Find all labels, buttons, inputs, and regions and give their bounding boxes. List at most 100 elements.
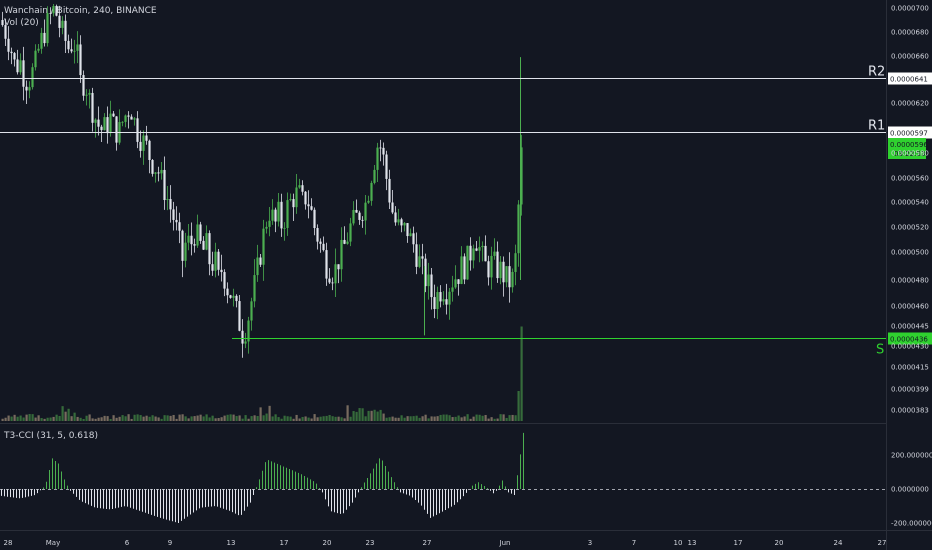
volume-bar — [373, 409, 376, 421]
candle-body — [316, 228, 319, 242]
volume-series — [1, 326, 523, 421]
volume-bar — [481, 415, 484, 421]
candle-body — [190, 235, 193, 245]
volume-bar — [364, 416, 367, 421]
volume-bar — [49, 417, 52, 421]
volume-bar — [133, 414, 136, 421]
volume-bar — [154, 416, 157, 421]
volume-bar — [232, 414, 235, 421]
time-axis[interactable]: 28 May 6 9 13 17 20 23 27 Jun 3 7 10 13 17 20 24 27 — [4, 539, 887, 547]
price-axis[interactable]: 0.0000700 0.0000680 0.0000660 0.0000620 0.00… — [891, 5, 929, 415]
candle-body — [361, 219, 364, 221]
volume-bar — [115, 417, 118, 421]
cci-axis[interactable]: 200.0000000 0.0000000 -200.0000000 — [891, 452, 932, 528]
volume-bar — [511, 414, 514, 421]
volume-bar — [280, 418, 283, 421]
time-tick-label: 20 — [323, 539, 332, 547]
candle-body — [475, 248, 478, 251]
time-tick-label: Jun — [499, 539, 511, 547]
volume-bar — [277, 417, 280, 421]
candle-body — [52, 5, 55, 14]
candle-body — [199, 224, 202, 241]
volume-bar — [388, 417, 391, 421]
volume-bar — [34, 417, 37, 421]
candle-body — [238, 301, 241, 331]
candle-body — [97, 119, 100, 127]
volume-bar — [346, 405, 349, 421]
volume-bar — [22, 417, 25, 421]
volume-bar — [412, 416, 415, 421]
level-price-text: 0.0000597 — [890, 130, 928, 138]
price-tick-label: 0.0000520 — [891, 224, 929, 232]
candle-body — [421, 256, 424, 259]
candle-body — [250, 301, 253, 321]
volume-bar — [199, 414, 202, 421]
level-label-s: S — [876, 343, 884, 358]
candle-body — [121, 121, 124, 123]
volume-bar — [253, 415, 256, 421]
candle-body — [349, 223, 352, 242]
volume-bar — [451, 417, 454, 421]
volume-bar — [91, 418, 94, 421]
candle-body — [406, 223, 409, 237]
volume-bar — [208, 417, 211, 421]
volume-bar — [463, 416, 466, 421]
volume-bar — [46, 417, 49, 421]
volume-bar — [394, 417, 397, 421]
candle-body — [256, 257, 259, 276]
candle-body — [4, 25, 7, 39]
volume-bar — [445, 414, 448, 421]
candle-body — [181, 230, 184, 261]
volume-bar — [10, 416, 13, 421]
candle-body — [73, 50, 76, 52]
candle-body — [448, 291, 451, 305]
candle-body — [31, 67, 34, 88]
candle-body — [415, 244, 418, 267]
candle-body — [235, 295, 238, 302]
candle-body — [13, 53, 16, 60]
candle-body — [346, 241, 349, 244]
candle-body — [232, 295, 235, 298]
last-price-tag — [888, 138, 926, 159]
volume-bar — [520, 326, 523, 421]
volume-bar — [478, 414, 481, 421]
time-tick-label: 17 — [734, 539, 743, 547]
volume-bar — [52, 416, 55, 421]
volume-bar — [433, 416, 436, 421]
volume-bar — [361, 408, 364, 421]
volume-bar — [439, 414, 442, 421]
candle-body — [55, 5, 58, 16]
time-tick-label: 3 — [588, 539, 592, 547]
candle-body — [442, 299, 445, 302]
candle-body — [82, 75, 85, 96]
candle-body — [205, 233, 208, 250]
volume-bar — [88, 414, 91, 421]
volume-bar — [424, 414, 427, 421]
candle-body — [307, 204, 310, 207]
level-label-r1: R1 — [868, 119, 885, 134]
volume-bar — [310, 418, 313, 421]
candle-body — [289, 199, 292, 201]
candle-body — [103, 117, 106, 131]
candle-body — [247, 320, 250, 342]
candle-body — [115, 116, 118, 143]
volume-bar — [415, 415, 418, 421]
volume-bar — [181, 414, 184, 421]
candle-body — [151, 159, 154, 174]
candle-body — [322, 243, 325, 251]
candle-body — [106, 117, 109, 134]
volume-bar — [289, 416, 292, 421]
volume-bar — [103, 415, 106, 421]
volume-bar — [238, 415, 241, 421]
candle-body — [409, 233, 412, 237]
volume-bar — [406, 416, 409, 421]
volume-bar — [109, 418, 112, 421]
candle-body — [211, 264, 214, 271]
candle-body — [208, 233, 211, 265]
candle-body — [286, 200, 289, 228]
volume-bar — [298, 418, 301, 421]
candle-body — [244, 341, 247, 344]
volume-bar — [469, 418, 472, 421]
cci-indicator-label: T3-CCI (31, 5, 0.618) — [4, 431, 98, 441]
